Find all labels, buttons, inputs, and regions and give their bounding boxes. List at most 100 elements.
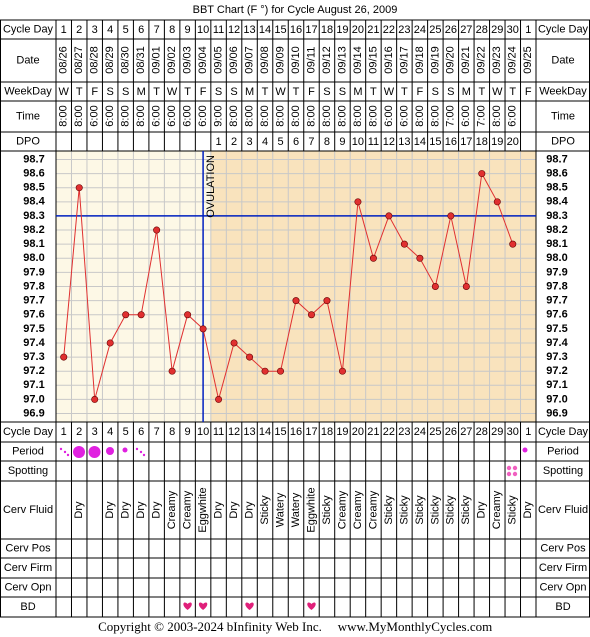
weekday: W — [492, 86, 503, 98]
row-label: Spotting — [8, 465, 48, 477]
cerv-fluid: Dry — [73, 501, 85, 519]
date: 09/12 — [321, 46, 333, 74]
weekday: F — [200, 86, 207, 98]
website[interactable]: www.MyMonthlyCycles.com — [338, 619, 492, 634]
y-tick-label: 97.0 — [546, 393, 567, 405]
cycle-day: 2 — [76, 24, 82, 36]
weekday: S — [447, 86, 454, 98]
cycle-day: 5 — [123, 426, 129, 438]
cycle-day: 25 — [429, 426, 441, 438]
cycle-day: 20 — [352, 426, 364, 438]
y-tick-label: 97.7 — [23, 295, 44, 307]
cycle-day: 22 — [383, 426, 395, 438]
y-tick-label: 98.7 — [546, 153, 567, 165]
date: 09/05 — [212, 46, 224, 74]
cycle-day: 26 — [445, 426, 457, 438]
row-label: Cerv Opn — [4, 581, 51, 593]
y-tick-label: 98.0 — [546, 252, 567, 264]
weekday: F — [417, 86, 424, 98]
cycle-day: 12 — [228, 426, 240, 438]
weekday: F — [308, 86, 315, 98]
weekday: T — [184, 86, 191, 98]
y-tick-label: 96.9 — [546, 407, 567, 419]
cycle-day: 6 — [138, 24, 144, 36]
weekday: S — [230, 86, 237, 98]
date: 09/22 — [476, 46, 488, 74]
cycle-day: 30 — [507, 426, 519, 438]
cycle-day: 29 — [491, 24, 503, 36]
cerv-fluid: Sticky — [383, 495, 395, 525]
cerv-fluid: Creamy — [491, 490, 503, 529]
ovulation-label: OVULATION — [205, 155, 217, 218]
date: 09/19 — [429, 46, 441, 74]
dpo: 19 — [491, 136, 503, 148]
cycle-day: 6 — [138, 426, 144, 438]
time: 6:00 — [89, 105, 101, 126]
temp-point — [122, 311, 130, 319]
cycle-day: 10 — [197, 24, 209, 36]
cerv-fluid: Dry — [228, 501, 240, 519]
time: 6:00 — [166, 105, 178, 126]
cerv-fluid: Sticky — [321, 495, 333, 525]
y-tick-label: 97.4 — [23, 337, 45, 349]
period-icon — [63, 450, 67, 454]
cerv-fluid: Dry — [476, 501, 488, 519]
weekday: W — [275, 86, 286, 98]
spotting-icon — [506, 465, 512, 471]
cycle-day: 28 — [476, 24, 488, 36]
row-label: Period — [547, 445, 579, 457]
temp-point — [493, 198, 501, 206]
cerv-fluid: Creamy — [182, 490, 194, 529]
date: 08/28 — [89, 46, 101, 74]
y-tick-label: 98.2 — [23, 224, 44, 236]
date: 09/16 — [383, 46, 395, 74]
cycle-day: 8 — [169, 24, 175, 36]
cycle-day: 16 — [290, 24, 302, 36]
date: 09/10 — [290, 46, 302, 74]
dpo: 16 — [445, 136, 457, 148]
cerv-fluid: Sticky — [507, 495, 519, 525]
row-label: DPO — [16, 135, 40, 147]
cerv-fluid: Creamy — [336, 490, 348, 529]
weekday: F — [91, 86, 98, 98]
y-tick-label: 97.0 — [23, 393, 44, 405]
y-tick-label: 97.5 — [23, 323, 44, 335]
bd-heart — [183, 602, 192, 610]
y-tick-label: 97.1 — [23, 379, 44, 391]
time: 6:00 — [151, 105, 163, 126]
temp-point — [385, 212, 393, 220]
cycle-day: 22 — [383, 24, 395, 36]
y-tick-label: 97.6 — [23, 309, 44, 321]
y-tick-label: 97.5 — [546, 323, 567, 335]
dpo: 17 — [460, 136, 472, 148]
cycle-day: 24 — [414, 426, 426, 438]
y-tick-label: 97.3 — [23, 351, 44, 363]
cerv-fluid: Dry — [135, 501, 147, 519]
dpo: 15 — [429, 136, 441, 148]
temp-point — [400, 240, 408, 248]
cycle-day: 21 — [367, 24, 379, 36]
row-label: Date — [16, 54, 39, 66]
temp-point — [184, 311, 192, 319]
cycle-day: 16 — [290, 426, 302, 438]
row-label: BD — [20, 601, 35, 613]
time: 6:00 — [383, 105, 395, 126]
weekday: S — [339, 86, 346, 98]
y-tick-label: 98.2 — [546, 224, 567, 236]
cycle-day: 28 — [476, 426, 488, 438]
cycle-day: 29 — [491, 426, 503, 438]
temp-point — [354, 198, 362, 206]
cycle-day: 4 — [107, 24, 113, 36]
date: 08/27 — [73, 46, 85, 74]
temp-point — [447, 212, 455, 220]
temp-point — [277, 367, 285, 375]
cycle-day: 26 — [445, 24, 457, 36]
time: 6:00 — [460, 105, 472, 126]
cycle-day: 1 — [61, 426, 67, 438]
weekday: W — [384, 86, 395, 98]
y-tick-label: 98.1 — [23, 238, 44, 250]
cycle-day: 11 — [213, 24, 224, 36]
cycle-day: 10 — [197, 426, 209, 438]
cycle-day: 11 — [213, 426, 224, 438]
date: 09/24 — [507, 46, 519, 74]
